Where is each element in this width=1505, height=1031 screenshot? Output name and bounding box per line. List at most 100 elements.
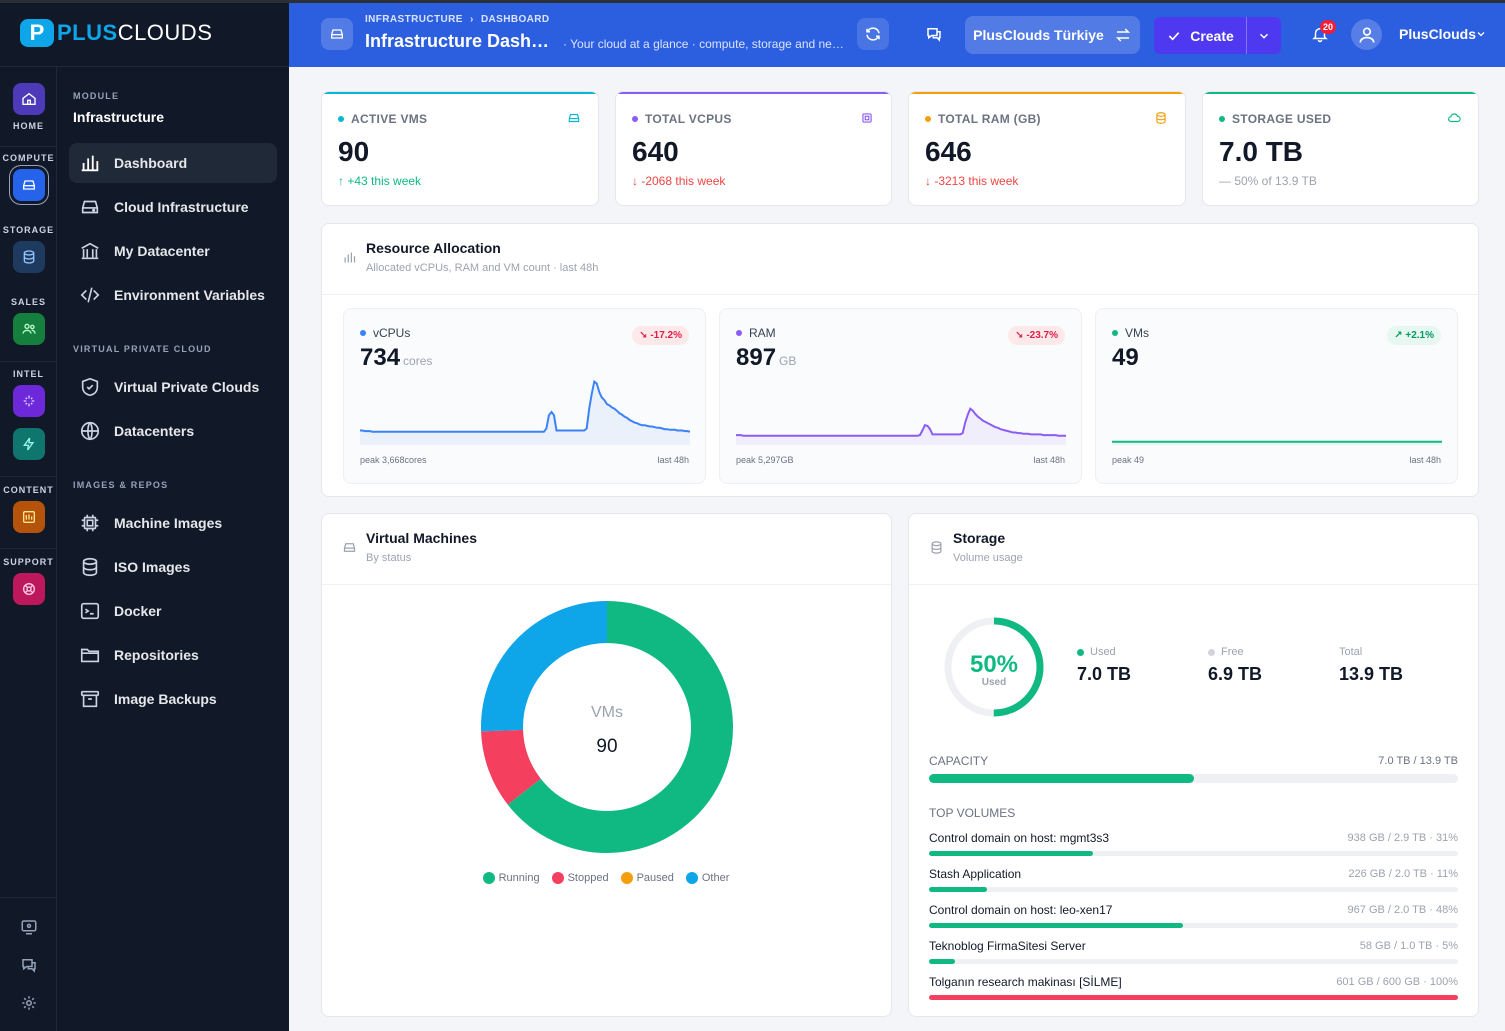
- rail-sales[interactable]: SALES: [0, 297, 57, 345]
- sidebar-item-label: Datacenters: [114, 423, 195, 439]
- rail-storage[interactable]: STORAGE: [0, 225, 57, 273]
- create-label: Create: [1190, 27, 1234, 44]
- donut-segment-other[interactable]: [481, 601, 608, 732]
- volume-bar-fill: [929, 995, 1458, 1000]
- rail-intel[interactable]: INTEL: [0, 369, 57, 460]
- users-icon[interactable]: [12, 313, 45, 345]
- volume-meta: 601 GB / 600 GB · 100%: [1336, 976, 1458, 988]
- kpi-value: 90: [338, 136, 370, 167]
- kpi-card-total-vcpus: TOTAL VCPUS 640 ↓ -2068 this week: [615, 91, 892, 206]
- database-icon: [931, 541, 942, 554]
- database-icon[interactable]: [12, 241, 45, 273]
- bar-chart-icon: [81, 155, 99, 172]
- volume-name[interactable]: Control domain on host: leo-xen17: [929, 903, 1113, 917]
- storage-usage-ring: 50% Used: [944, 617, 1044, 717]
- capacity-label: CAPACITY: [929, 754, 989, 768]
- sidebar-item-cloud-infrastructure[interactable]: Cloud Infrastructure: [69, 187, 277, 227]
- tile-range: last 48h: [1409, 455, 1441, 465]
- donut-center-value: 90: [596, 736, 617, 757]
- chat-icon[interactable]: [0, 956, 57, 979]
- sidebar-item-image-backups[interactable]: Image Backups: [69, 679, 277, 719]
- sidebar-item-iso-images[interactable]: ISO Images: [69, 547, 277, 587]
- kpi-delta: — 50% of 13.9 TB: [1219, 174, 1317, 188]
- tile-label: RAM: [736, 326, 776, 340]
- sparkline-ram: [736, 407, 1066, 445]
- volume-name[interactable]: Control domain on host: mgmt3s3: [929, 831, 1110, 845]
- layout-icon[interactable]: [12, 501, 45, 533]
- section-label-vpc: VIRTUAL PRIVATE CLOUD: [73, 344, 212, 354]
- rail-divider: [0, 548, 57, 549]
- rail-support[interactable]: SUPPORT: [0, 557, 57, 605]
- rail-intel-label: INTEL: [13, 369, 44, 379]
- server-icon: [343, 543, 356, 552]
- donut-segment-running[interactable]: [507, 601, 733, 853]
- sparkles-icon[interactable]: [12, 385, 45, 417]
- rail-home[interactable]: HOME: [0, 83, 57, 131]
- sidebar-item-label: My Datacenter: [114, 243, 210, 259]
- breadcrumb-item[interactable]: DASHBOARD: [480, 14, 550, 25]
- user-icon: [1359, 27, 1374, 43]
- refresh-icon[interactable]: [857, 18, 889, 50]
- avatar[interactable]: [1351, 19, 1382, 50]
- rail-compute-label: COMPUTE: [2, 153, 55, 163]
- logo-text: PLUSCLOUDS: [57, 20, 213, 45]
- rail-compute[interactable]: COMPUTE: [0, 153, 57, 201]
- sidebar-item-repositories[interactable]: Repositories: [69, 635, 277, 675]
- sidebar-item-dashboard[interactable]: Dashboard: [69, 143, 277, 183]
- lifebuoy-icon[interactable]: [12, 573, 45, 605]
- rail-sales-label: SALES: [10, 297, 46, 307]
- volume-name[interactable]: Teknoblog FirmaSitesi Server: [929, 939, 1086, 953]
- sparkline-vms: [1112, 440, 1442, 445]
- chevron-down-icon[interactable]: [1475, 27, 1487, 45]
- breadcrumb-separator: ›: [470, 14, 474, 25]
- sidebar-item-docker[interactable]: Docker: [69, 591, 277, 631]
- bar-chart-icon: [344, 252, 356, 263]
- chip-icon: [81, 514, 99, 532]
- gear-icon[interactable]: [0, 994, 57, 1017]
- section-title: Storage: [953, 530, 1006, 546]
- legend-item[interactable]: Paused: [620, 872, 674, 884]
- logo-mark: P: [20, 19, 54, 47]
- user-name[interactable]: PlusClouds: [1399, 26, 1477, 42]
- sidebar-item-datacenters[interactable]: Datacenters: [69, 411, 277, 451]
- sidebar-item-machine-images[interactable]: Machine Images: [69, 503, 277, 543]
- kpi-accent-bar: [909, 92, 1185, 94]
- home-icon[interactable]: [12, 83, 45, 115]
- sidebar-item-environment-variables[interactable]: Environment Variables: [69, 275, 277, 315]
- breadcrumb-item[interactable]: INFRASTRUCTURE: [365, 14, 463, 25]
- volume-bar: [929, 995, 1458, 1000]
- monitor-icon[interactable]: [0, 918, 57, 941]
- tile-range: last 48h: [657, 455, 689, 465]
- donut-segment-stopped[interactable]: [481, 729, 542, 805]
- brand-logo[interactable]: P PLUSCLOUDS: [0, 0, 289, 67]
- bolt-icon[interactable]: [12, 428, 45, 460]
- volume-meta: 938 GB / 2.9 TB · 31%: [1347, 832, 1458, 844]
- volume-meta: 967 GB / 2.0 TB · 48%: [1347, 904, 1458, 916]
- kpi-accent-bar: [616, 92, 891, 94]
- page-title: Infrastructure Dashboard: [365, 31, 550, 51]
- legend-item[interactable]: Running: [482, 872, 540, 884]
- volume-name[interactable]: Stash Application: [929, 867, 1022, 881]
- sidebar-item-virtual-private-clouds[interactable]: Virtual Private Clouds: [69, 367, 277, 407]
- legend-item[interactable]: Other: [685, 872, 729, 884]
- create-menu-toggle[interactable]: [1246, 17, 1281, 54]
- legend-item[interactable]: Stopped: [551, 872, 609, 884]
- breadcrumb: INFRASTRUCTURE › DASHBOARD: [365, 14, 550, 25]
- rail-content[interactable]: CONTENT: [0, 485, 57, 533]
- allocation-tile-vms: VMs 49 ↗ +2.1% peak 49 last 48h: [1095, 308, 1458, 484]
- module-sidebar: MODULE Infrastructure Dashboard Cloud In…: [57, 67, 289, 1031]
- section-title: Resource Allocation: [366, 240, 501, 256]
- section-subtitle: By status: [366, 552, 412, 564]
- chat-icon[interactable]: [918, 18, 950, 50]
- sidebar-item-label: ISO Images: [114, 559, 191, 575]
- storage-total-stat: Total 13.9 TB: [1339, 646, 1403, 685]
- volume-name[interactable]: Tolganın research makinası [SİLME]: [929, 975, 1122, 989]
- sidebar-item-my-datacenter[interactable]: My Datacenter: [69, 231, 277, 271]
- create-button[interactable]: Create: [1154, 17, 1246, 54]
- tenant-switcher-button[interactable]: PlusClouds Türkiye: [965, 16, 1140, 54]
- server-icon: [81, 200, 99, 214]
- server-icon[interactable]: [12, 169, 45, 201]
- change-badge: ↗ +2.1%: [1387, 326, 1441, 345]
- section-label-images: IMAGES & REPOS: [73, 480, 169, 490]
- server-icon: [568, 113, 580, 123]
